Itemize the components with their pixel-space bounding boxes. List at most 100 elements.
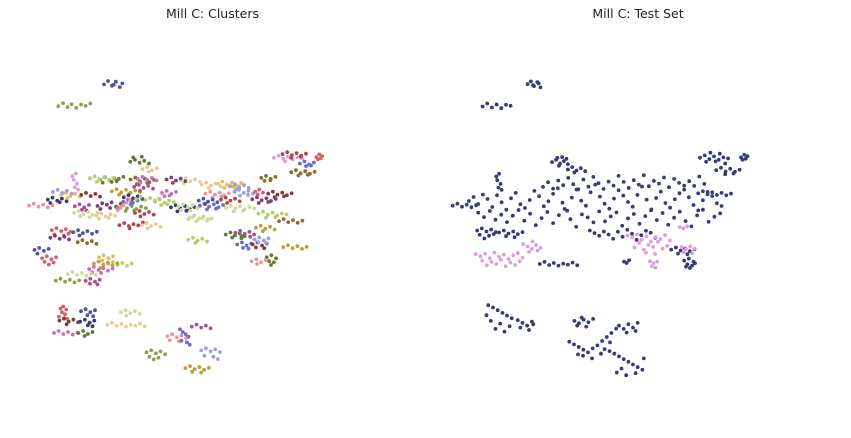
cluster-point (122, 221, 127, 226)
cluster-point (85, 241, 89, 246)
test-point (715, 201, 719, 206)
highlighted-test-point (684, 247, 688, 252)
test-point (590, 346, 595, 351)
cluster-point (188, 364, 192, 368)
highlighted-test-point (511, 253, 516, 258)
test-point (511, 229, 516, 234)
cluster-point (263, 258, 268, 263)
test-point (502, 329, 507, 334)
cluster-point (296, 173, 301, 178)
test-point (537, 262, 542, 266)
cluster-point (318, 156, 323, 161)
test-point (476, 210, 481, 215)
cluster-point (266, 191, 271, 196)
cluster-point (204, 346, 208, 351)
cluster-point (44, 254, 49, 259)
test-point (631, 178, 636, 183)
cluster-point (264, 255, 269, 260)
cluster-point (191, 215, 195, 220)
cluster-point (253, 189, 258, 194)
cluster-point (290, 246, 295, 251)
test-point (584, 203, 588, 208)
cluster-point (274, 256, 278, 261)
cluster-point (142, 158, 147, 163)
cluster-point (106, 268, 110, 273)
cluster-point (129, 261, 134, 266)
highlighted-test-point (651, 245, 656, 249)
cluster-point (140, 167, 145, 172)
cluster-point (117, 223, 122, 228)
test-point (484, 229, 489, 234)
test-point (690, 263, 694, 268)
highlighted-test-point (653, 265, 658, 270)
cluster-point (176, 204, 181, 209)
highlighted-test-point (508, 260, 513, 265)
test-point (649, 208, 653, 213)
cluster-point (113, 213, 118, 218)
cluster-point (260, 229, 265, 234)
cluster-point (79, 193, 84, 197)
cluster-point (220, 179, 225, 184)
cluster-point (132, 185, 137, 189)
cluster-point (154, 166, 159, 171)
highlighted-test-point (681, 226, 686, 231)
test-point (721, 155, 726, 160)
cluster-point (209, 216, 214, 221)
cluster-point (218, 184, 223, 189)
cluster-point (219, 194, 224, 199)
test-point (631, 212, 636, 216)
cluster-point (263, 226, 268, 231)
test-point (480, 104, 485, 109)
cluster-point (238, 204, 243, 209)
cluster-point (124, 313, 129, 318)
test-point (592, 231, 597, 236)
cluster-point (225, 201, 230, 205)
cluster-point (228, 203, 233, 208)
highlighted-test-point (538, 246, 543, 250)
test-point (713, 159, 718, 164)
test-point (677, 181, 681, 185)
cluster-point (88, 281, 92, 286)
test-point (643, 214, 648, 219)
cluster-point (230, 235, 235, 240)
test-point (551, 261, 556, 265)
cluster-point (81, 212, 86, 216)
cluster-point (48, 235, 53, 240)
cluster-point (252, 237, 257, 242)
cluster-point (145, 181, 150, 185)
cluster-point (246, 193, 250, 197)
cluster-point (83, 278, 88, 283)
cluster-point (186, 334, 191, 339)
cluster-point (203, 191, 208, 196)
cluster-point (87, 267, 92, 271)
cluster-point (62, 316, 66, 321)
test-point (719, 204, 724, 208)
test-point (477, 232, 482, 237)
test-point (574, 224, 579, 229)
cluster-point (211, 354, 216, 359)
cluster-point (143, 198, 148, 202)
test-point (562, 159, 566, 164)
test-point (704, 159, 708, 164)
test-point (499, 188, 504, 192)
cluster-point (259, 260, 263, 265)
chart-title: Mill C: Test Set (592, 6, 684, 21)
cluster-point (178, 327, 182, 332)
highlighted-test-point (478, 254, 483, 259)
test-point (520, 321, 525, 325)
test-point (593, 182, 598, 187)
test-point (475, 228, 480, 233)
test-point (566, 262, 570, 267)
test-point (572, 170, 577, 175)
cluster-point (147, 354, 152, 359)
cluster-point (128, 322, 133, 327)
test-point (467, 199, 471, 203)
cluster-point (135, 177, 140, 181)
highlighted-test-point (685, 224, 689, 229)
cluster-point (277, 219, 281, 224)
test-point (560, 155, 564, 160)
cluster-point (256, 211, 261, 216)
cluster-point (92, 261, 96, 266)
test-point (495, 178, 500, 183)
test-point (482, 236, 487, 241)
